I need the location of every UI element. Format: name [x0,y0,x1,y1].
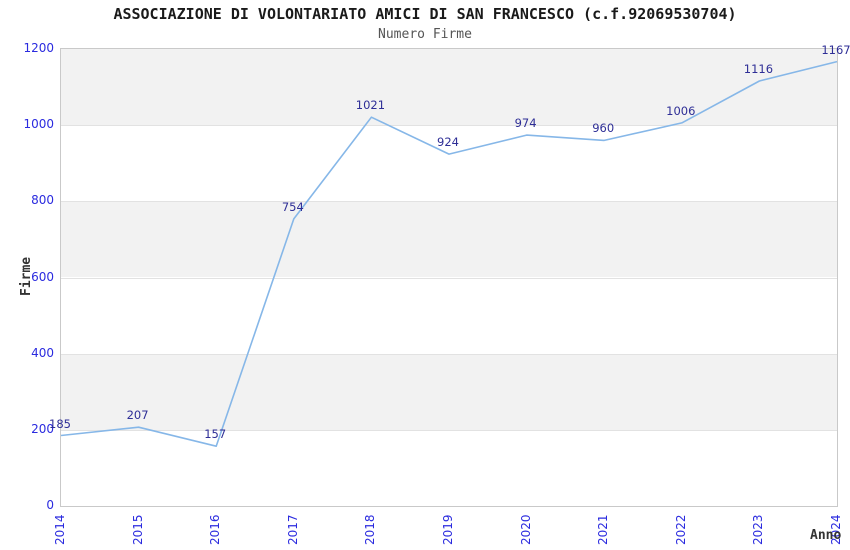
y-tick-label: 800 [31,193,54,208]
x-axis-title: Anno [810,528,842,543]
data-value-label: 754 [281,199,304,214]
x-tick-label: 2015 [130,514,145,545]
data-value-label: 1116 [743,61,774,76]
x-tick-label: 2014 [53,514,67,545]
x-tick-label: 2019 [441,514,455,545]
series-line [60,60,838,448]
data-value-label: 185 [49,416,71,431]
y-tick-label: 0 [46,498,54,512]
y-tick-label: 400 [31,345,54,360]
x-tick-label: 2021 [596,514,611,545]
x-tick-label: 2016 [208,514,223,545]
data-value-label: 1006 [666,103,696,118]
chart-title: ASSOCIAZIONE DI VOLONTARIATO AMICI DI SA… [113,5,737,23]
data-value-label: 207 [126,408,149,423]
y-tick-label: 200 [31,421,54,436]
data-value-label: 1167 [821,42,850,57]
data-value-label: 924 [437,135,459,150]
series-line-svg [60,60,838,448]
y-tick-label: 600 [31,269,54,284]
data-value-label: 974 [514,116,537,131]
chart-subtitle: Numero Firme [378,27,472,42]
plot-area [60,48,838,507]
x-tick-label: 2022 [673,514,688,545]
data-value-label: 157 [204,427,227,442]
y-tick-label: 1200 [23,41,54,55]
x-tick-label: 2020 [518,514,533,545]
y-tick-label: 1000 [23,117,54,132]
y-axis-title: Firme [19,256,34,296]
x-tick-label: 2018 [363,514,378,545]
x-tick-label: 2023 [751,514,766,545]
x-tick-label: 2017 [285,514,300,545]
data-value-label: 960 [592,121,615,136]
data-value-label: 1021 [355,98,386,113]
